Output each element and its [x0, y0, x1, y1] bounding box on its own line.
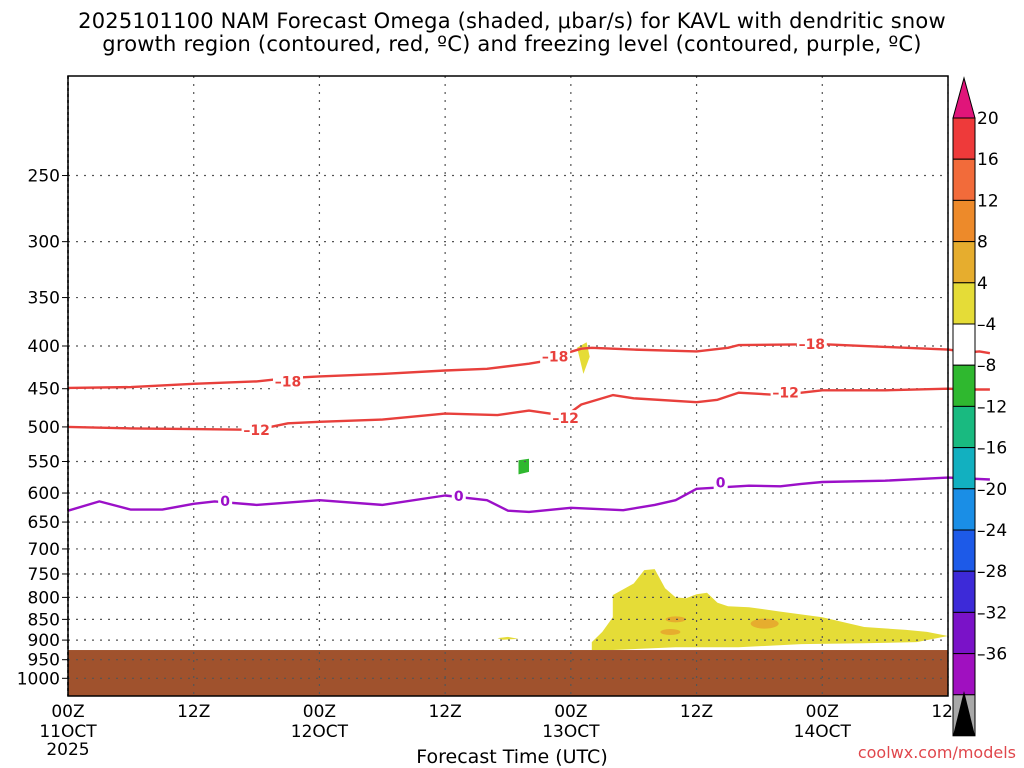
colorbar-label: –24 [977, 521, 1007, 541]
x-tick-label: 00Z [554, 702, 587, 722]
y-tick-label: 1000 [17, 669, 60, 689]
ground-region [68, 650, 948, 696]
contour-label: –12 [552, 411, 578, 427]
y-tick-label: 250 [28, 167, 60, 187]
contour-label: –18 [275, 374, 301, 390]
contour-line-0 [67, 476, 990, 514]
colorbar-label: –36 [977, 645, 1007, 665]
x-tick-label: 00Z [806, 702, 839, 722]
x-tick-year: 2025 [46, 740, 89, 760]
colorbar-top-triangle [952, 76, 976, 119]
contour-label-bg [241, 421, 272, 438]
contour-label-bg [796, 336, 827, 353]
colorbar-label: 16 [977, 150, 999, 170]
colorbar-segment [952, 447, 976, 490]
colorbar-segment [952, 570, 976, 613]
chart-title-line-2: growth region (contoured, red, ºC) and f… [102, 32, 922, 56]
colorbar-label: –12 [977, 397, 1007, 417]
watermark: coolwx.com/models [857, 743, 1016, 762]
y-tick-label: 900 [28, 631, 60, 651]
x-tick-label: 12Z [680, 702, 713, 722]
colorbar-label: 20 [977, 109, 999, 129]
colorbar-segment [952, 405, 976, 449]
y-tick-label: 500 [28, 418, 60, 438]
contour-label: –12 [772, 386, 798, 402]
colorbar-label: –4 [977, 315, 996, 335]
y-tick-label: 850 [28, 610, 60, 630]
colorbar-segment [952, 653, 976, 696]
x-tick-date: 12OCT [291, 722, 349, 742]
contour-label-bg [550, 410, 581, 427]
omega-shade-neg4-8 [518, 458, 529, 475]
colorbar-label: –16 [977, 439, 1007, 459]
contour-label: –18 [799, 337, 825, 353]
plot-area [68, 76, 948, 696]
colorbar-label: –8 [977, 356, 996, 376]
x-tick-date: 11OCT [39, 722, 97, 742]
y-tick-label: 300 [28, 233, 60, 253]
colorbar-segment [952, 488, 976, 531]
y-tick-label: 400 [28, 337, 60, 357]
x-tick-label: 00Z [51, 702, 84, 722]
contour-label: 0 [716, 476, 726, 492]
colorbar-bottom-triangle [953, 691, 975, 736]
y-tick-label: 700 [28, 540, 60, 560]
y-tick-label: 350 [28, 289, 60, 309]
chart-title-line-1: 2025101100 NAM Forecast Omega (shaded, μ… [78, 9, 946, 33]
colorbar-segment [952, 323, 976, 366]
y-tick-label: 800 [28, 588, 60, 608]
omega-shade-8-12-a [665, 616, 686, 623]
contour-label-bg [451, 488, 466, 505]
colorbar-label: 8 [977, 233, 988, 253]
colorbar-label: 4 [977, 274, 988, 294]
contour-label: –12 [243, 423, 269, 439]
contour-label: –18 [542, 350, 568, 366]
colorbar-segment [952, 199, 976, 243]
x-tick-label: 12Z [429, 702, 462, 722]
x-tick-date: 13OCT [542, 722, 600, 742]
colorbar-label: –32 [977, 603, 1007, 623]
colorbar-segment [952, 241, 976, 284]
omega-shade-4-8 [591, 569, 948, 650]
y-tick-label: 750 [28, 565, 60, 585]
x-tick-label: 12Z [177, 702, 210, 722]
colorbar-label: –28 [977, 562, 1007, 582]
y-tick-label: 450 [28, 380, 60, 400]
colorbar-label: –20 [977, 480, 1007, 500]
colorbar-label: 12 [977, 191, 999, 211]
colorbar-segment [952, 117, 976, 160]
contour-label: 0 [220, 494, 230, 510]
contour-label-bg [770, 384, 801, 401]
contour-line-neg12 [67, 387, 990, 431]
y-tick-label: 950 [28, 651, 60, 671]
contour-label-bg [540, 348, 571, 365]
colorbar-segment [952, 158, 976, 201]
y-tick-label: 600 [28, 484, 60, 504]
contour-label-bg [713, 474, 728, 491]
omega-shade-8-12-b [660, 628, 681, 635]
colorbar-segment [952, 611, 976, 655]
y-tick-label: 550 [28, 452, 60, 472]
contour-label: 0 [454, 489, 464, 505]
omega-shade-8-12-c [750, 618, 779, 629]
omega-shade-4-8-small [497, 636, 519, 640]
x-tick-date: 14OCT [794, 722, 852, 742]
x-axis-title: Forecast Time (UTC) [416, 746, 608, 768]
contour-label-bg [273, 373, 303, 390]
y-tick-label: 650 [28, 513, 60, 533]
colorbar-segment [952, 282, 976, 325]
plot-frame [67, 75, 949, 697]
x-tick-label: 00Z [303, 702, 336, 722]
contour-label-bg [218, 492, 233, 509]
colorbar-segment [952, 529, 976, 572]
colorbar-segment [952, 364, 976, 407]
